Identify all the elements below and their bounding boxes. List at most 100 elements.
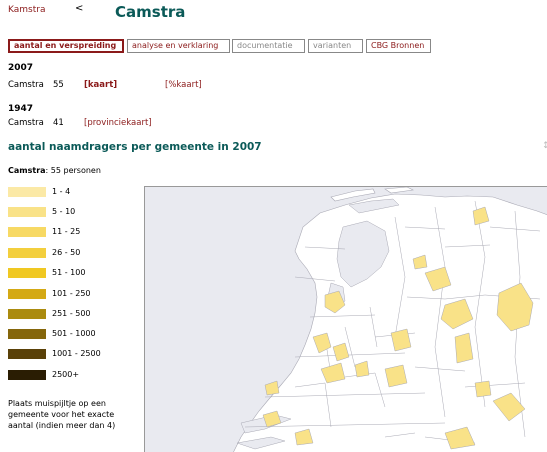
legend-label: 2500+ [52,370,80,379]
highlighted-municipality[interactable] [332,342,350,362]
municipality-border [244,422,446,428]
legend-label: 5 - 10 [52,207,76,216]
delta-water-2 [236,436,286,450]
legend-swatch [8,329,46,339]
legend-item-2: 5 - 10 [8,207,128,219]
highlighted-municipality[interactable] [324,290,346,314]
count-1947: 41 [53,118,64,128]
municipality-border [264,392,426,398]
legend-label: 51 - 100 [52,268,86,277]
highlighted-municipality[interactable] [320,362,346,384]
legend-item-8: 501 - 1000 [8,329,128,341]
highlighted-municipality[interactable] [496,282,534,332]
highlighted-municipality[interactable] [312,332,332,354]
municipality-border [294,382,332,428]
highlighted-municipality[interactable] [262,410,282,428]
legend-item-3: 11 - 25 [8,227,128,239]
legend-item-7: 251 - 500 [8,309,128,321]
legend-item-5: 51 - 100 [8,268,128,280]
legend-label: 26 - 50 [52,248,81,257]
municipality-border [344,372,386,408]
legend-label: 1001 - 2500 [52,349,101,358]
surname-2007: Camstra [8,80,44,90]
tab-varianten[interactable]: varianten [308,39,363,53]
highlighted-municipality[interactable] [440,298,474,330]
ijsselmeer-water [336,220,390,288]
municipality-border [489,226,541,232]
highlighted-municipality[interactable] [264,380,280,396]
highlighted-municipality[interactable] [294,428,314,446]
municipality-map[interactable] [144,186,547,452]
legend-swatch [8,207,46,217]
legend-swatch [8,289,46,299]
tab-documentatie[interactable]: documentatie [232,39,305,53]
municipality-border [344,326,356,368]
legend-item-9: 1001 - 2500 [8,349,128,361]
north-sea-coast-island-2 [384,187,415,194]
legend-label: 1 - 4 [52,187,71,196]
municipality-border [304,246,346,250]
municipality-border [414,366,466,372]
highlighted-municipality[interactable] [384,364,408,388]
municipality-border [394,216,406,338]
municipality-border [384,432,416,438]
legend-swatch [8,370,46,380]
province-map-link-1947[interactable]: [provinciekaart] [84,118,152,128]
highlighted-municipality[interactable] [354,360,370,378]
legend-swatch [8,227,46,237]
legend-label: 11 - 25 [52,227,81,236]
north-sea-coast-island-1 [330,188,376,202]
municipality-border [404,226,446,230]
municipality-border [474,200,486,408]
highlighted-municipality[interactable] [390,328,412,352]
highlighted-municipality[interactable] [492,392,526,422]
page-title: Camstra [115,3,186,21]
municipality-border [294,352,406,358]
map-link-2007[interactable]: [kaart] [84,80,117,90]
municipality-border [369,306,378,348]
tab-analyse-en-verklaring[interactable]: analyse en verklaring [127,39,230,53]
legend-swatch [8,187,46,197]
legend-label: 101 - 250 [52,289,91,298]
tab-aantal-en-verspreiding[interactable]: aantal en verspreiding [8,39,124,53]
netherlands-land [233,193,547,452]
year-2007-heading: 2007 [8,63,34,73]
legend-summary: : 55 personen [45,166,101,175]
municipality-border [294,276,336,282]
breadcrumb-link[interactable]: Kamstra [8,5,46,15]
legend-item-4: 26 - 50 [8,248,128,260]
legend-swatch [8,309,46,319]
highlighted-municipality[interactable] [454,332,474,364]
legend-label: 501 - 1000 [52,329,96,338]
highlighted-municipality[interactable] [472,206,490,226]
legend-swatch [8,248,46,258]
wadden-water [348,198,400,214]
map-svg[interactable] [145,187,547,452]
legend-surname: Camstra [8,166,46,175]
scroll-indicator-icon: ↕ [542,141,547,151]
map-hint-text: Plaats muispijltje op een gemeente voor … [8,399,116,430]
surname-1947: Camstra [8,118,44,128]
tab-cbg-bronnen[interactable]: CBG Bronnen [366,39,431,53]
legend-header: Camstra: 55 personen [8,166,101,175]
legend-label: 251 - 500 [52,309,91,318]
legend-item-1: 1 - 4 [8,187,128,199]
map-link-2007-label: [kaart] [84,80,118,90]
highlighted-municipality[interactable] [424,266,452,292]
legend-item-10: 2500+ [8,370,128,382]
highlighted-municipality[interactable] [444,426,476,450]
highlighted-municipality[interactable] [412,254,428,270]
highlighted-municipality[interactable] [474,380,492,398]
legend-item-6: 101 - 250 [8,289,128,301]
filled-municipalities [262,206,534,450]
percent-map-link-2007[interactable]: [%kaart] [165,80,202,90]
municipality-border [434,206,446,418]
map-section-title: aantal naamdragers per gemeente in 2007 [8,141,262,153]
legend-swatch [8,349,46,359]
municipality-border [464,382,526,388]
count-2007: 55 [53,80,64,90]
year-1947-heading: 1947 [8,104,34,114]
municipality-border [444,244,491,248]
back-arrow-icon[interactable]: < [75,3,84,14]
